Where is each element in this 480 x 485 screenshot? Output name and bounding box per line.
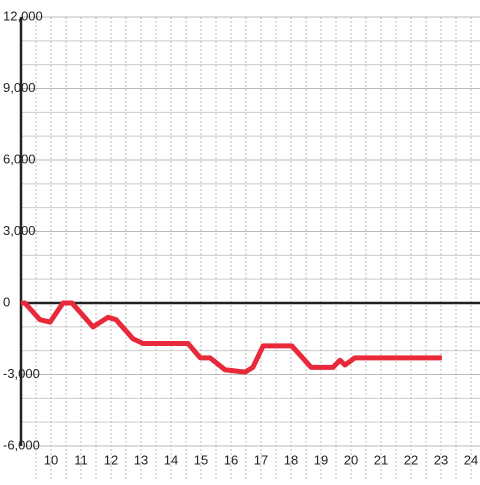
x-tick-label: 19 bbox=[314, 452, 328, 467]
x-tick-label: 10 bbox=[44, 452, 58, 467]
y-tick-label: 6,000 bbox=[3, 151, 36, 166]
x-tick-label: 21 bbox=[374, 452, 388, 467]
data-line bbox=[21, 300, 442, 375]
y-tick-label: 3,000 bbox=[3, 223, 36, 238]
x-tick-label: 14 bbox=[164, 452, 178, 467]
x-tick-label: 12 bbox=[104, 452, 118, 467]
x-tick-label: 13 bbox=[134, 452, 148, 467]
x-tick-label: 22 bbox=[404, 452, 418, 467]
y-tick-label: 12,000 bbox=[3, 8, 43, 23]
x-tick-label: 23 bbox=[434, 452, 448, 467]
y-tick-label: 9,000 bbox=[3, 80, 36, 95]
x-tick-label: 24 bbox=[464, 452, 478, 467]
x-tick-label: 16 bbox=[224, 452, 238, 467]
x-tick-label: 20 bbox=[344, 452, 358, 467]
x-tick-label: 18 bbox=[284, 452, 298, 467]
x-tick-label: 15 bbox=[194, 452, 208, 467]
x-tick-label: 17 bbox=[254, 452, 268, 467]
x-tick-label: 11 bbox=[74, 452, 88, 467]
y-tick-label: 0 bbox=[3, 294, 10, 309]
